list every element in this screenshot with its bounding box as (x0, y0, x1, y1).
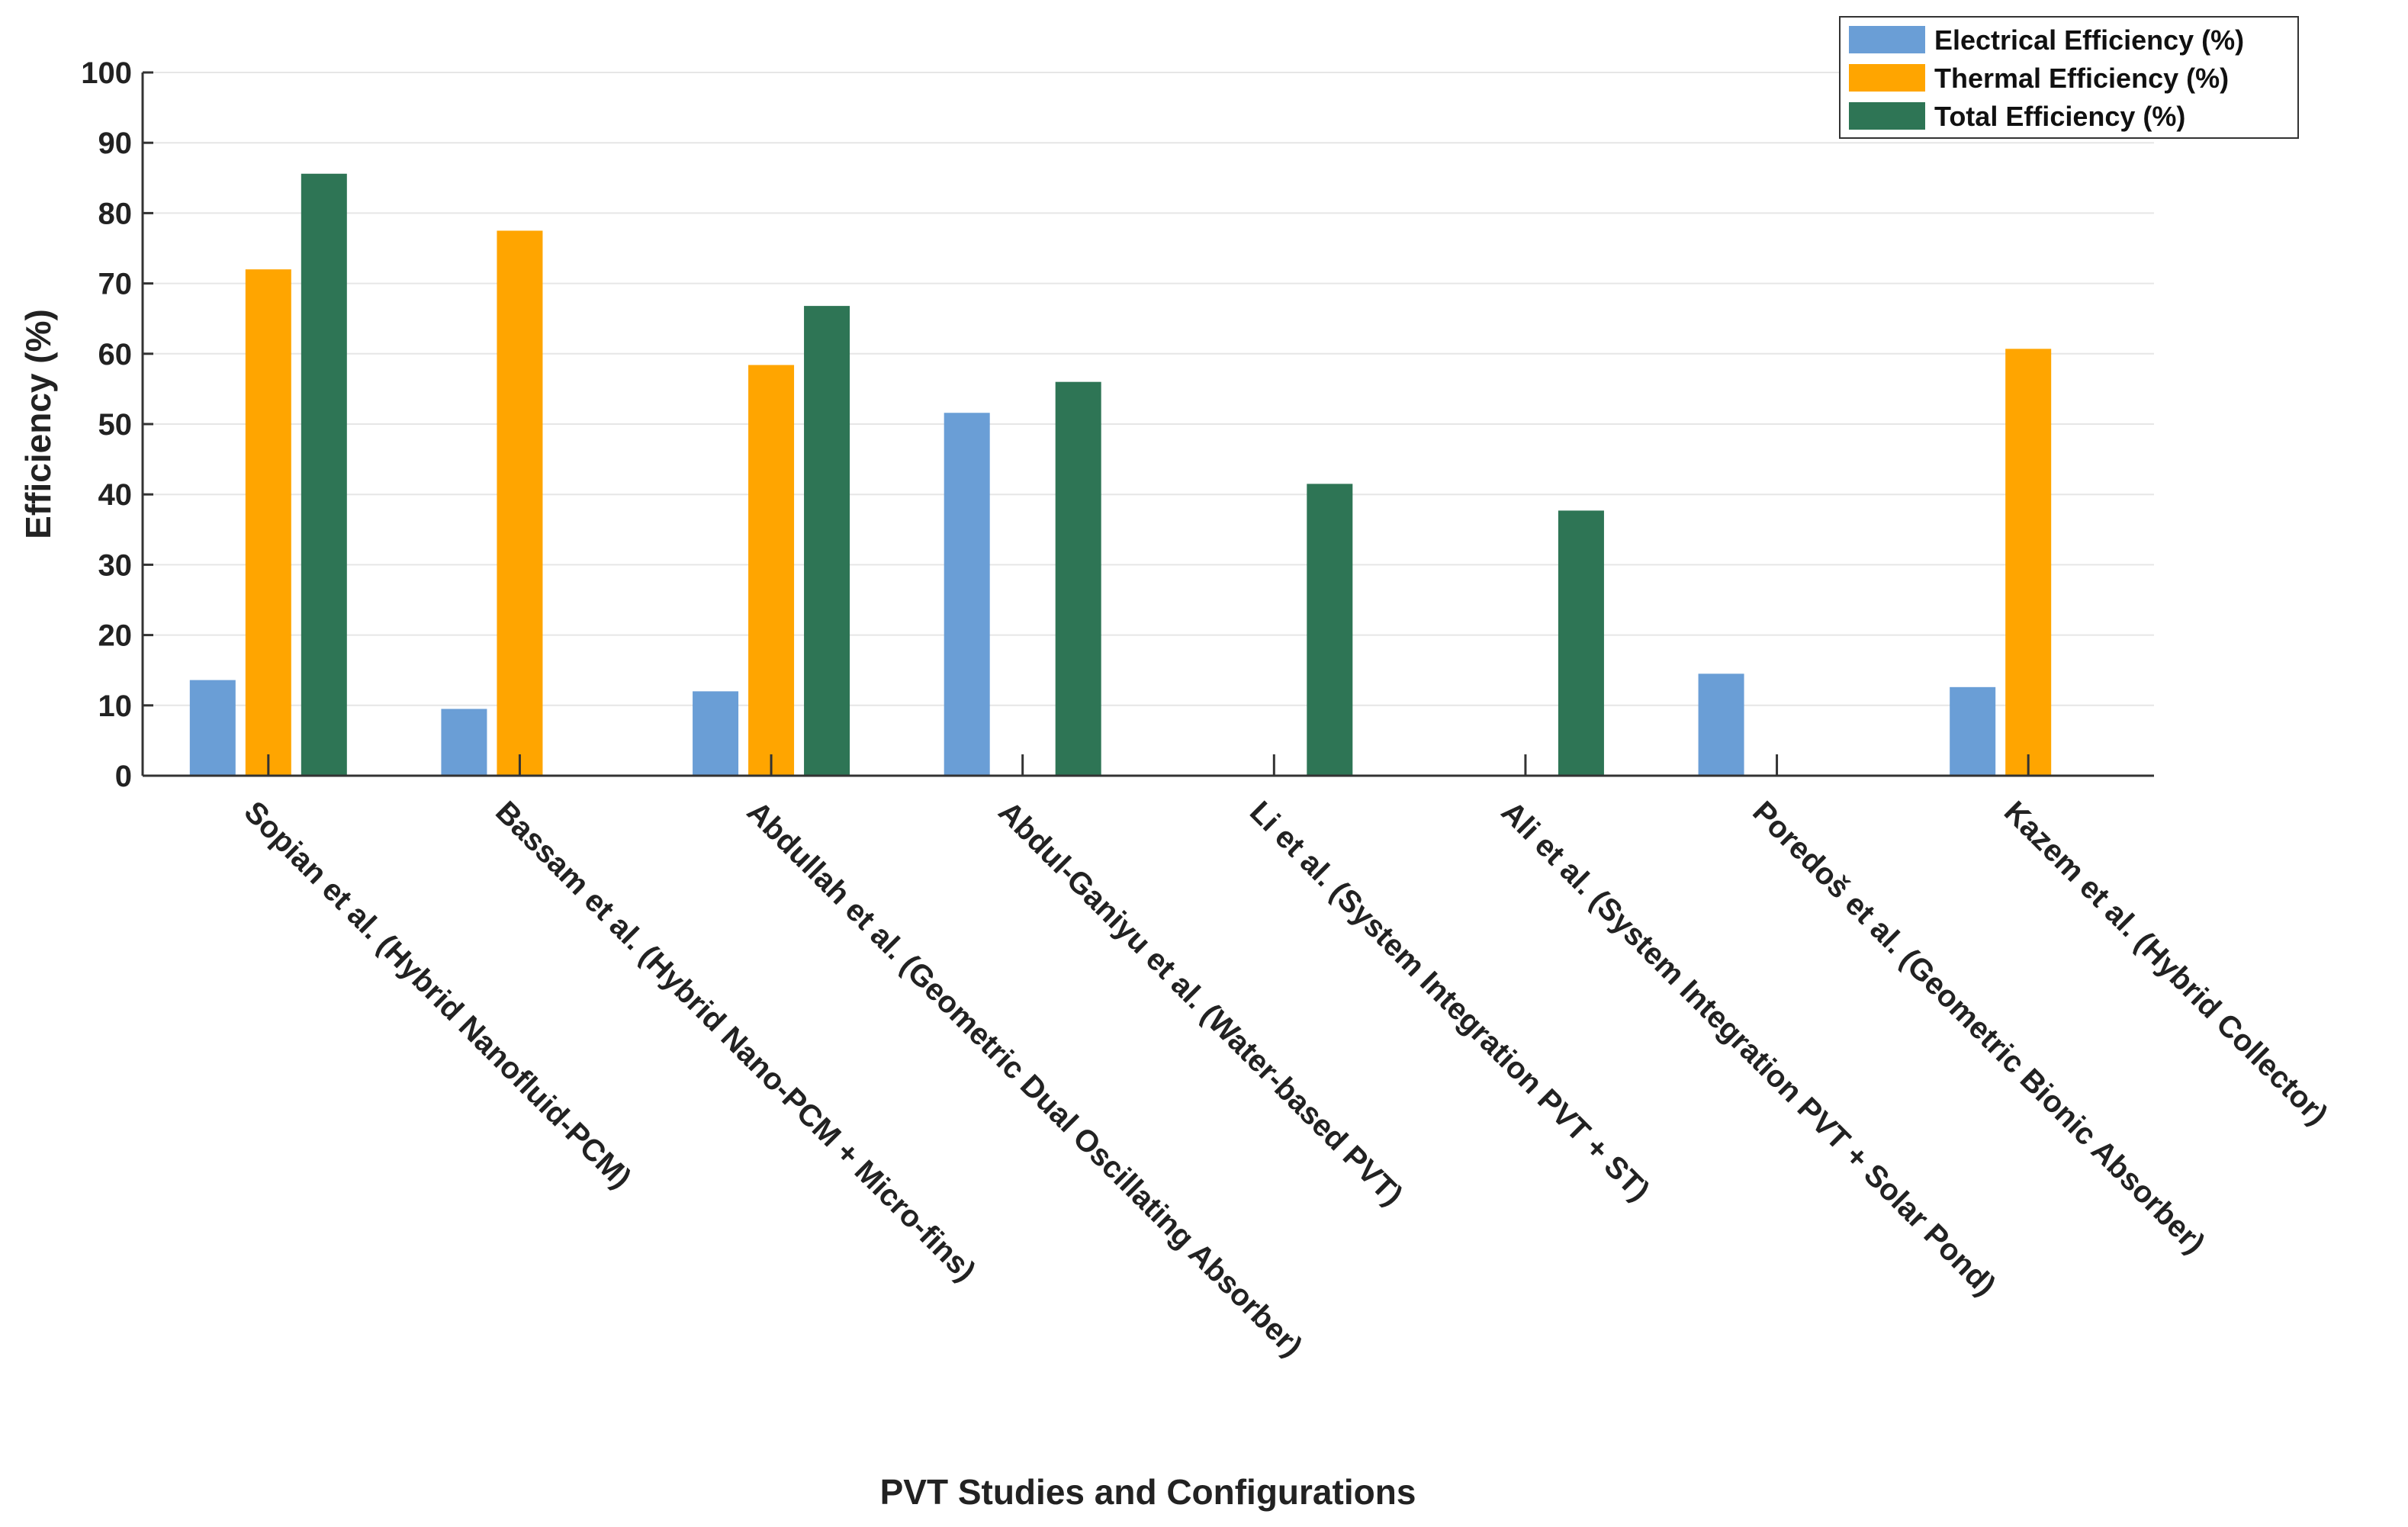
x-tick-label: Ali et al. (System Integration PVT + Sol… (1495, 795, 2002, 1302)
bar (1698, 673, 1744, 776)
bar (1055, 381, 1101, 776)
x-tick-label: Sopian et al. (Hybrid Nanofluid-PCM) (237, 795, 638, 1195)
bar (441, 709, 487, 776)
x-tick-label: Poredoš et al. (Geometric Bionic Absorbe… (1746, 795, 2211, 1260)
y-axis-label: Efficiency (%) (18, 309, 58, 539)
bars (189, 173, 2052, 776)
y-tick-label: 100 (81, 56, 132, 90)
y-tick-label: 10 (98, 690, 133, 723)
x-tick-label: Abdullah et al. (Geometric Dual Oscillat… (741, 795, 1309, 1363)
bar (1950, 686, 1996, 776)
x-axis-label: PVT Studies and Configurations (880, 1472, 1416, 1512)
x-tick-labels: Sopian et al. (Hybrid Nanofluid-PCM)Bass… (237, 795, 2334, 1363)
y-tick-label: 20 (98, 619, 133, 653)
y-tick-label: 70 (98, 268, 133, 301)
bar (497, 230, 543, 776)
bar (944, 413, 990, 776)
bar (301, 173, 347, 776)
legend-swatch (1849, 26, 1925, 53)
bar (748, 365, 795, 776)
bar (1558, 510, 1604, 776)
y-tick-label: 0 (115, 760, 132, 793)
bar (245, 269, 291, 776)
axes (141, 71, 2154, 777)
legend-label: Thermal Efficiency (%) (1934, 63, 2229, 94)
y-tick-label: 50 (98, 408, 133, 442)
y-tick-label: 30 (98, 548, 133, 582)
y-tick-label: 90 (98, 127, 133, 160)
y-tick-label: 80 (98, 197, 133, 230)
bar (1307, 484, 1353, 776)
legend-swatch (1849, 102, 1925, 130)
x-tick-label: Bassam et al. (Hybrid Nano-PCM + Micro-f… (489, 795, 982, 1288)
gridlines (143, 72, 2154, 706)
bar (693, 691, 739, 776)
legend-swatch (1849, 64, 1925, 92)
legend-label: Total Efficiency (%) (1934, 101, 2185, 132)
x-tick-label: Li et al. (System Integration PVT + ST) (1243, 795, 1656, 1207)
x-tick-label: Abdul-Ganiyu et al. (Water-based PVT) (992, 795, 1409, 1212)
legend: Electrical Efficiency (%) Thermal Efficie… (1839, 16, 2299, 139)
y-tick-labels: 0 10 20 30 40 50 60 70 80 90 100 (81, 56, 132, 793)
bar (189, 680, 236, 776)
y-tick-label: 40 (98, 478, 133, 512)
legend-label: Electrical Efficiency (%) (1934, 24, 2244, 56)
bar (804, 306, 850, 776)
y-tick-label: 60 (98, 338, 133, 371)
bar (2005, 349, 2052, 776)
